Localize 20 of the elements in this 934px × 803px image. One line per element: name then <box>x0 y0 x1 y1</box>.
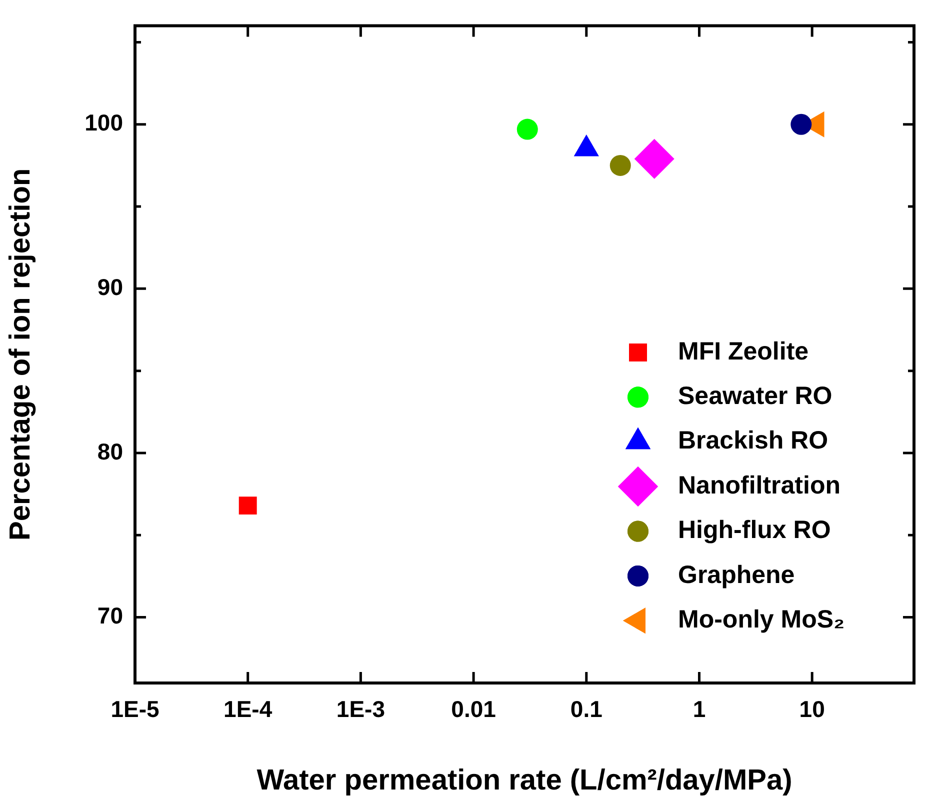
legend-label: Nanofiltration <box>678 471 840 500</box>
x-tick-label: 1E-3 <box>336 696 385 722</box>
x-tick-label: 1E-4 <box>224 696 272 722</box>
y-axis-title: Percentage of ion rejection <box>4 168 36 541</box>
y-tick-label: 80 <box>97 438 123 464</box>
legend-label: High-flux RO <box>678 516 831 544</box>
x-tick-label: 10 <box>799 696 825 722</box>
legend-label: Seawater RO <box>678 382 832 410</box>
y-tick-label: 70 <box>97 602 123 629</box>
x-tick-label: 1E-5 <box>110 696 160 722</box>
x-tick-label: 0.1 <box>570 696 603 722</box>
legend-label: MFI Zeolite <box>678 337 809 366</box>
y-tick-label: 100 <box>84 110 123 136</box>
legend-label: Mo-only MoS₂ <box>678 606 845 634</box>
legend-label: Graphene <box>678 560 795 589</box>
x-axis-title: Water permeation rate (L/cm²/day/MPa) <box>256 764 792 797</box>
y-tick-label: 90 <box>97 274 123 300</box>
x-tick-label: 0.01 <box>451 696 496 722</box>
x-tick-label: 1 <box>692 696 706 722</box>
legend-label: Brackish RO <box>678 426 828 455</box>
